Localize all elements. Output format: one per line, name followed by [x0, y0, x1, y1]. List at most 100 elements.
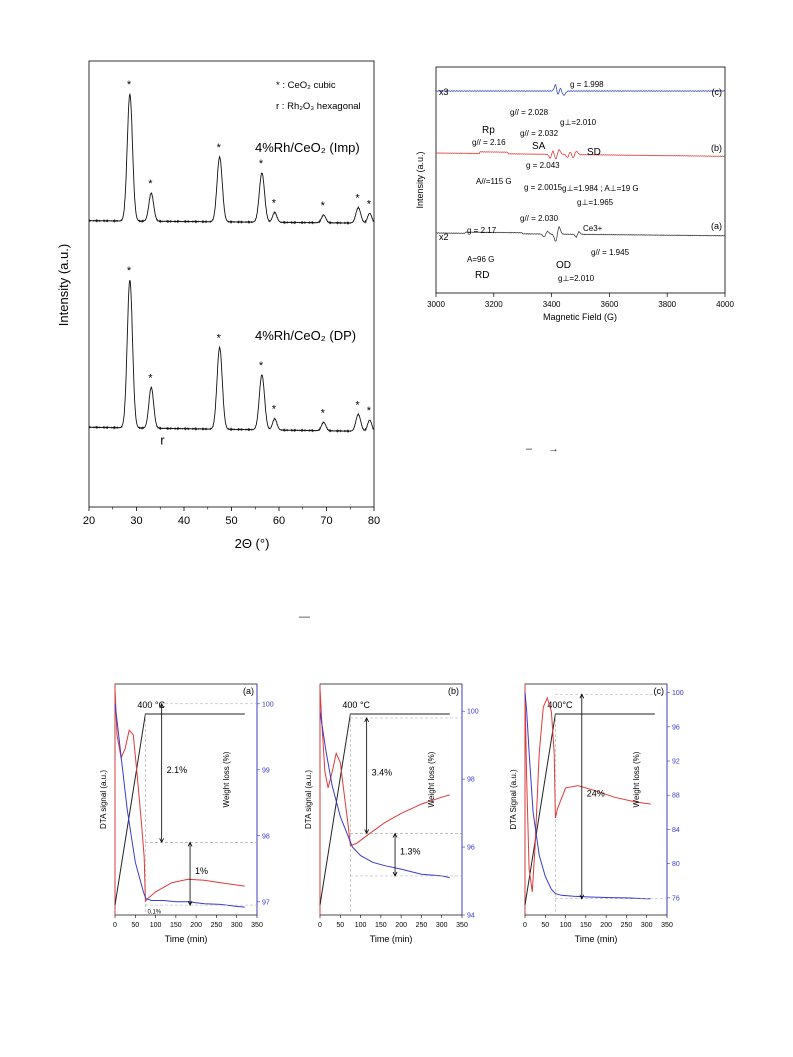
tga-weight-line-c — [524, 692, 651, 900]
tga-y2-tick-label-b-2: 98 — [467, 777, 475, 784]
xrd-chart: * * * * * * * * * * r * * * * * * 20 30 40 50 60 70 80 * : CeO… — [56, 60, 380, 551]
tga-weight-line-b — [319, 711, 450, 879]
tga-y2-tick-label-a-1: 98 — [262, 833, 270, 840]
epr-series-label-c: (c) — [712, 87, 723, 97]
epr-annot-a96: A=96 G — [467, 255, 494, 264]
epr-annot-g1945: g// = 1.945 — [591, 248, 630, 257]
tga-y2-axis-label-a: Weight loss (%) — [222, 751, 231, 807]
tga-panel-label-a: (a) — [243, 686, 254, 696]
tga-annot-b-2: 1.3% — [400, 847, 421, 857]
epr-annot-ce3: Ce3+ — [583, 224, 603, 233]
tga-temp-label-c: 400°C — [547, 700, 573, 710]
xrd-legend-hexagonal: r : Rh₂O₃ hexagonal — [276, 101, 361, 112]
tga-y2-tick-label-c-5: 96 — [672, 724, 680, 731]
tga-y2-tick-label-c-1: 80 — [672, 861, 680, 868]
tga-bracket-arrow-top-c-1 — [579, 693, 585, 699]
tga-x-tick-label-c-0: 0 — [523, 922, 527, 929]
epr-annot-sd: SD — [587, 147, 601, 158]
tga-x-tick-label-a-5: 250 — [211, 922, 223, 929]
xrd-peak-marker-0-6: * — [355, 193, 360, 205]
xrd-x-tick-label-6: 80 — [368, 515, 380, 527]
tga-x-axis-label-b: Time (min) — [370, 934, 413, 944]
tga-x-tick-label-b-7: 350 — [456, 922, 468, 929]
tga-y2-tick-label-b-1: 96 — [467, 845, 475, 852]
tga-x-tick-label-b-0: 0 — [318, 922, 322, 929]
xrd-x-tick-label-2: 40 — [178, 515, 190, 527]
epr-annot-od: OD — [556, 260, 571, 271]
xrd-legend-cubic: * : CeO₂ cubic — [276, 80, 336, 91]
xrd-peak-marker-1-5: * — [272, 404, 277, 416]
epr-annot-gpar2030: g// = 2.030 — [520, 214, 559, 223]
tga-x-tick-label-b-5: 250 — [416, 922, 428, 929]
epr-annot-rp: Rp — [482, 125, 495, 136]
tga-x-tick-label-c-4: 200 — [600, 922, 612, 929]
epr-x-axis-label: Magnetic Field (G) — [543, 312, 617, 322]
tga-y2-axis-label-c: Weight loss (%) — [632, 751, 641, 807]
xrd-peak-marker-0-3: * — [259, 158, 264, 170]
epr-annot-gpar2028: g// = 2.028 — [510, 108, 549, 117]
tga-x-tick-label-a-1: 50 — [131, 922, 139, 929]
epr-x-tick-label-5: 4000 — [716, 300, 734, 309]
tga-bracket-arrow-top-b-1 — [364, 717, 370, 723]
stray-dash-1: – — [526, 443, 533, 455]
epr-annot-sa: SA — [532, 141, 546, 152]
xrd-peak-marker-1-1: * — [148, 372, 153, 384]
epr-y-axis-label: Intensity (a.u.) — [415, 151, 425, 208]
xrd-series-line-0 — [88, 92, 375, 225]
tga-annot-c-1: 24% — [587, 789, 605, 799]
tga-x-tick-label-c-5: 250 — [621, 922, 633, 929]
epr-x-tick-label-3: 3600 — [601, 300, 619, 309]
epr-series-prefix-a: x2 — [439, 232, 449, 242]
tga-y2-tick-label-b-0: 94 — [467, 913, 475, 920]
tga-chart-a: 400 °C 2.1% 1% 0.1% (a) 0 50 100 150 200 250 300 350… — [99, 683, 274, 944]
epr-x-tick-label-4: 3800 — [658, 300, 676, 309]
epr-annot-rd: RD — [475, 270, 489, 281]
tga-x-tick-label-c-1: 50 — [541, 922, 549, 929]
xrd-peak-marker-0-4: * — [272, 197, 277, 209]
tga-x-tick-label-b-4: 200 — [395, 922, 407, 929]
epr-x-tick-label-1: 3200 — [485, 300, 503, 309]
xrd-peak-marker-1-0: * — [127, 265, 132, 277]
tga-x-tick-label-b-3: 150 — [375, 922, 387, 929]
tga-y2-tick-label-a-2: 99 — [262, 767, 270, 774]
tga-y2-axis-label-b: Weight loss (%) — [427, 751, 436, 807]
tga-annot-a-2: 1% — [195, 866, 208, 876]
tga-x-tick-label-c-3: 150 — [580, 922, 592, 929]
epr-chart: 3000 3200 3400 3600 3800 4000 x3 (c) (b) x2 (… — [415, 66, 734, 322]
xrd-peak-marker-1-8: * — [367, 405, 372, 417]
epr-series-label-a: (a) — [711, 221, 722, 231]
tga-dta-line-b — [319, 688, 450, 847]
tga-x-axis-label-a: Time (min) — [165, 934, 208, 944]
epr-series-prefix-c: x3 — [439, 87, 449, 97]
tga-dta-line-c — [524, 688, 651, 892]
stray-dash-2: — — [299, 611, 310, 623]
epr-series-label-b: (b) — [711, 143, 722, 153]
xrd-peak-marker-0-7: * — [367, 198, 372, 210]
tga-y-axis-label-a: DTA signal (a.u.) — [99, 770, 108, 829]
tga-panel-label-b: (b) — [448, 686, 459, 696]
xrd-peak-marker-1-6: * — [321, 407, 326, 419]
epr-x-tick-label-0: 3000 — [427, 300, 445, 309]
tga-y2-tick-label-c-0: 76 — [672, 895, 680, 902]
tga-dta-line-a — [114, 688, 245, 903]
epr-annot-apar115: A//=115 G — [476, 177, 512, 186]
epr-series-line-0 — [435, 84, 726, 96]
tga-temp-label-b: 400 °C — [342, 700, 370, 710]
xrd-peak-marker-1-3: * — [217, 332, 222, 344]
xrd-x-tick-label-1: 30 — [130, 515, 142, 527]
tga-y2-tick-label-c-4: 92 — [672, 759, 680, 766]
tga-x-tick-label-a-0: 0 — [113, 922, 117, 929]
tga-chart-c: 400°C 24% (c) 0 50 100 150 200 250 300 350 76 80 84 88… — [509, 683, 684, 944]
tga-frame-c — [524, 683, 668, 916]
xrd-y-axis-label: Intensity (a.u.) — [56, 244, 71, 326]
epr-annot-g217: g = 2.17 — [467, 226, 497, 235]
tga-annot-a-1: 2.1% — [167, 765, 188, 775]
tga-x-tick-label-b-1: 50 — [336, 922, 344, 929]
xrd-x-tick-label-5: 70 — [320, 515, 332, 527]
epr-plot-frame — [435, 66, 726, 294]
tga-x-tick-label-a-6: 300 — [231, 922, 243, 929]
xrd-series-label-dp: 4%Rh/CeO₂ (DP) — [255, 328, 356, 343]
xrd-peak-marker-0-1: * — [148, 178, 153, 190]
xrd-x-tick-label-0: 20 — [83, 515, 95, 527]
tga-y-axis-label-b: DTA signal (a.u.) — [304, 770, 313, 829]
